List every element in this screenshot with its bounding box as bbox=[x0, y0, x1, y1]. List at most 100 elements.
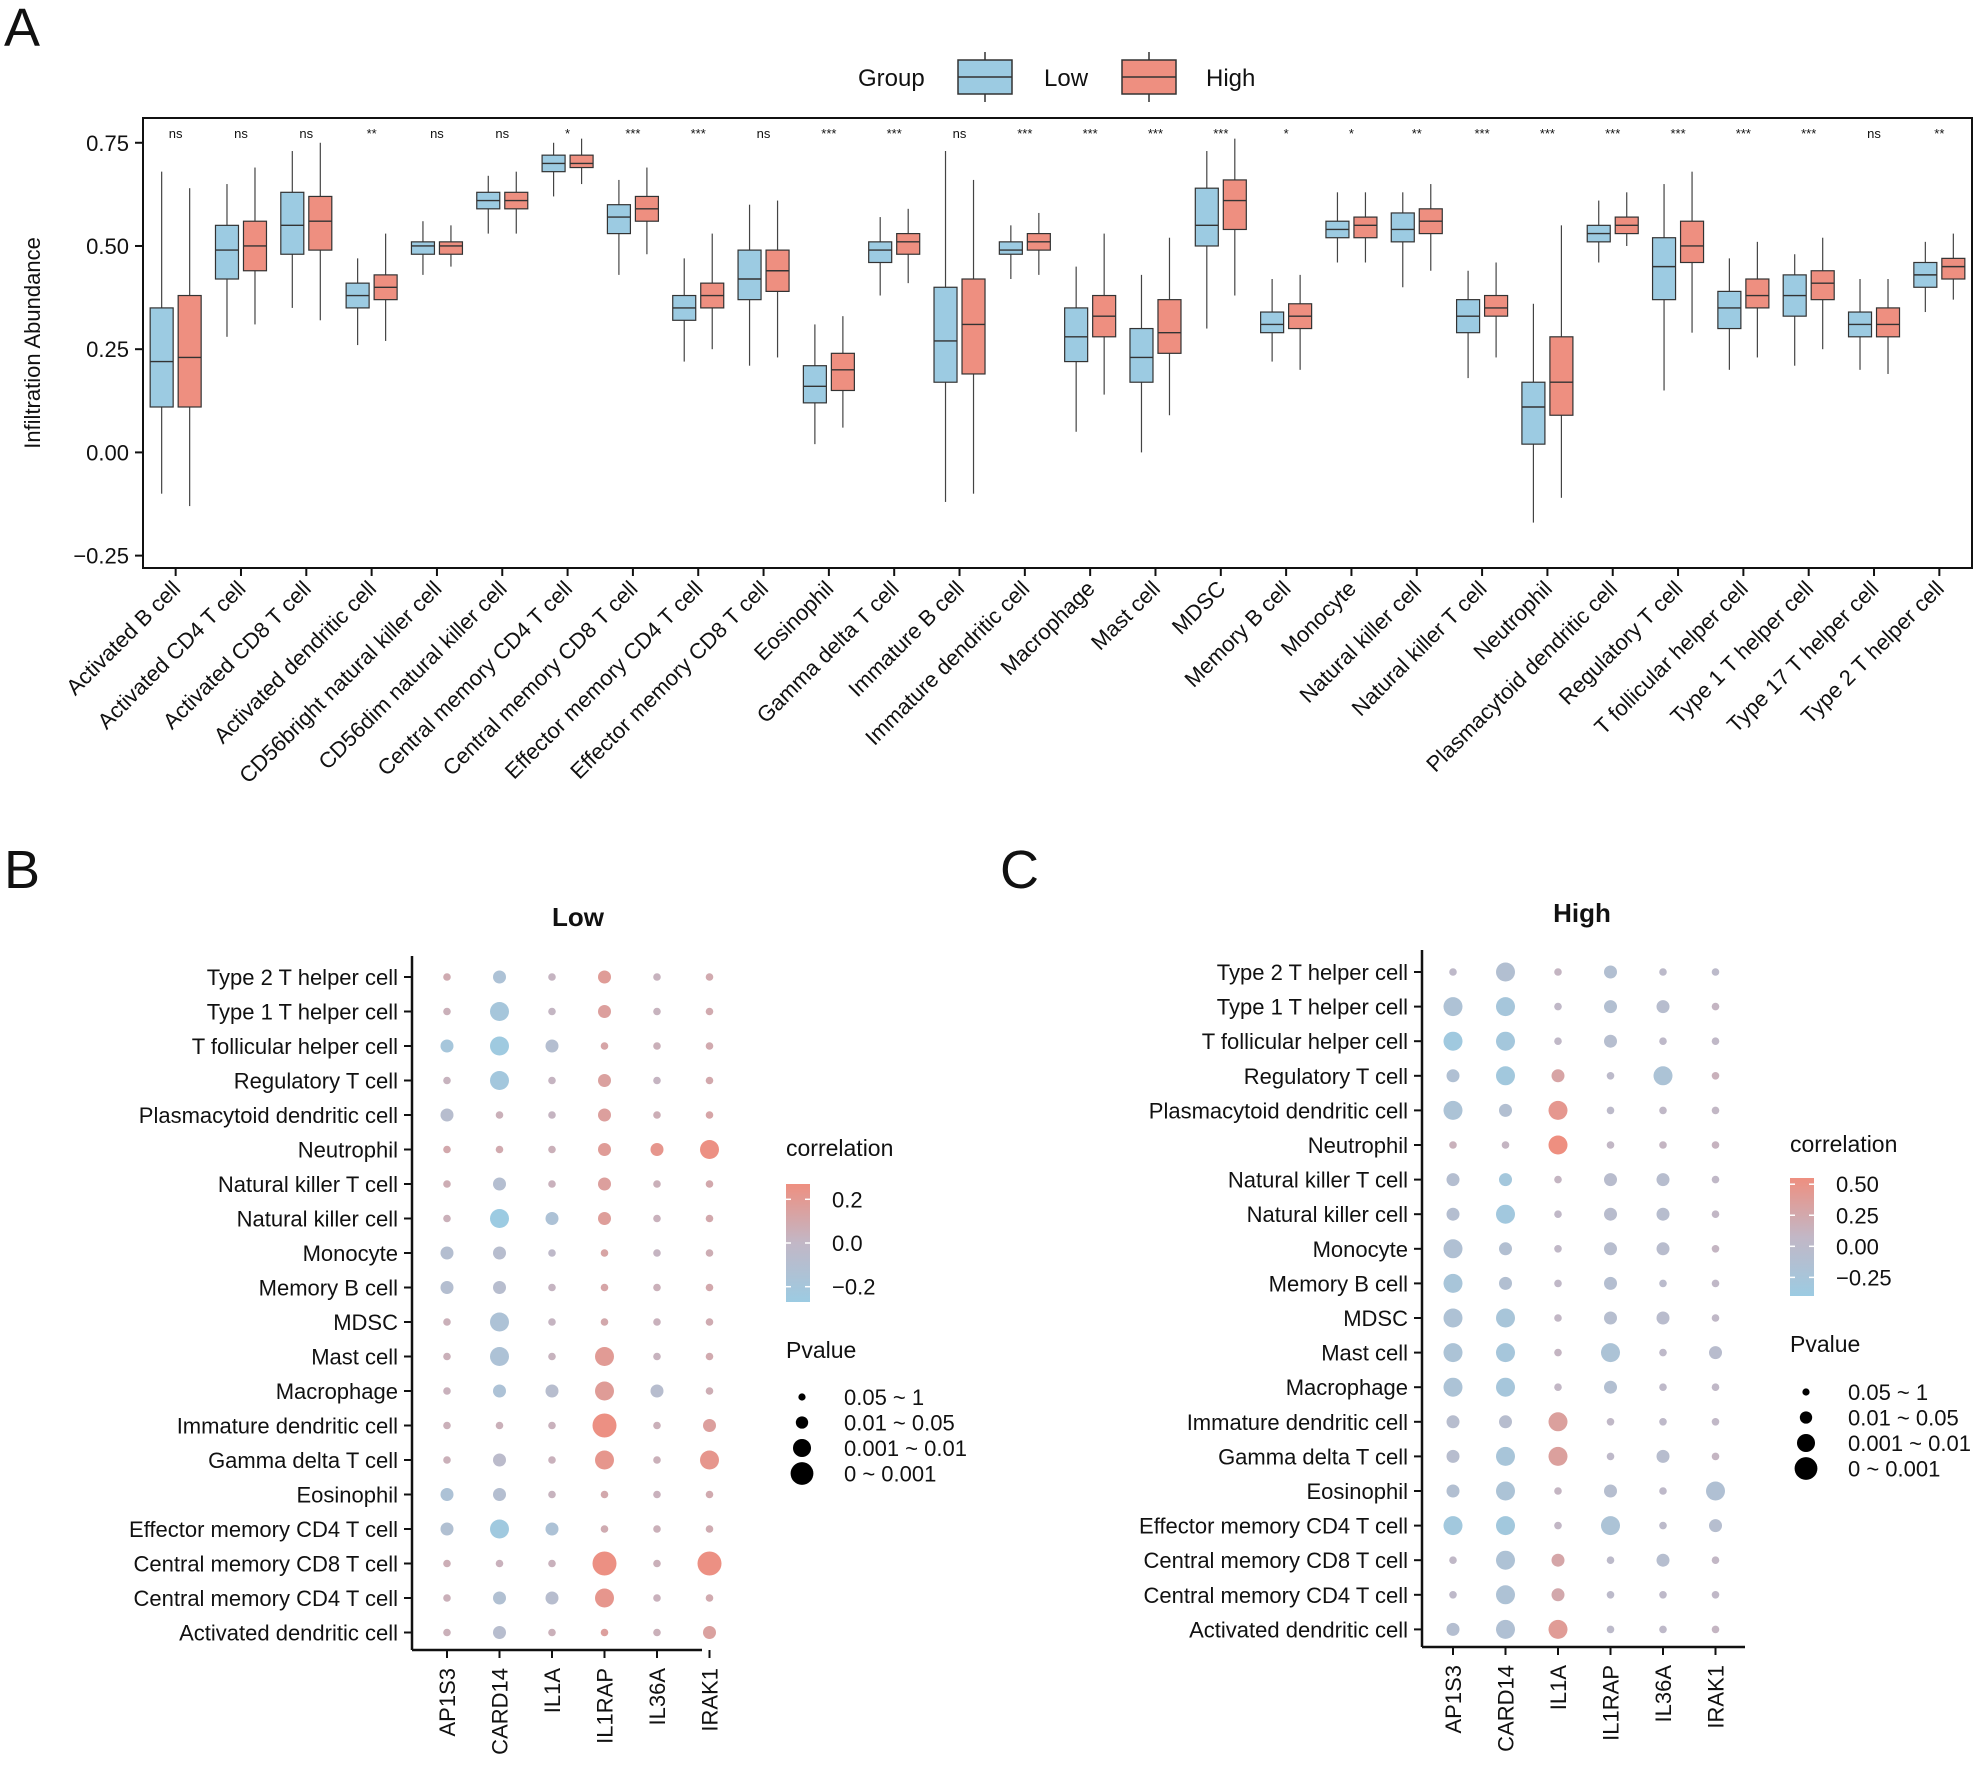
dot bbox=[653, 1559, 661, 1568]
row-label: Type 2 T helper cell bbox=[207, 965, 398, 990]
significance-label: ns bbox=[757, 126, 771, 141]
box-low bbox=[1521, 381, 1546, 445]
box-low bbox=[410, 241, 436, 255]
row-label: Monocyte bbox=[303, 1241, 398, 1266]
size-legend-label: 0.05 ~ 1 bbox=[1848, 1380, 1928, 1405]
dot bbox=[653, 1628, 661, 1637]
dot bbox=[592, 1551, 617, 1576]
row-label: Activated dendritic cell bbox=[1189, 1617, 1408, 1642]
row-label: Activated dendritic cell bbox=[179, 1621, 398, 1646]
panel-label-c: C bbox=[1000, 840, 1039, 900]
dot bbox=[1656, 1242, 1670, 1256]
dot bbox=[1711, 1279, 1720, 1288]
dot bbox=[1711, 1175, 1720, 1184]
row-label: Macrophage bbox=[276, 1379, 398, 1404]
dot bbox=[1554, 1487, 1562, 1495]
dot bbox=[1551, 1588, 1565, 1602]
dot bbox=[653, 1007, 661, 1016]
significance-label: *** bbox=[1540, 126, 1555, 141]
color-bar-ticks: 0.2 0.0 −0.2 bbox=[786, 1187, 875, 1300]
dot bbox=[1496, 1308, 1515, 1328]
color-bar bbox=[1790, 1178, 1814, 1296]
dot bbox=[705, 1111, 714, 1119]
row-label: MDSC bbox=[333, 1310, 398, 1335]
dot bbox=[443, 1594, 451, 1602]
dot bbox=[1711, 1245, 1720, 1253]
box-low bbox=[933, 286, 958, 383]
column-label: CARD14 bbox=[1494, 1665, 1519, 1752]
dot bbox=[595, 1588, 614, 1608]
row-label: Natural killer cell bbox=[1247, 1202, 1408, 1227]
dot bbox=[443, 1628, 451, 1637]
dot bbox=[495, 1111, 504, 1119]
dot bbox=[1604, 1276, 1617, 1290]
dot bbox=[1443, 1343, 1463, 1363]
box-high bbox=[308, 195, 333, 251]
significance-label: *** bbox=[1474, 126, 1489, 141]
dot bbox=[1659, 1418, 1667, 1426]
dot bbox=[1449, 1141, 1457, 1149]
dot bbox=[493, 1488, 506, 1501]
row-label: Type 2 T helper cell bbox=[1217, 960, 1408, 985]
dot-grid: Type 2 T helper cell Type 1 T helper cell… bbox=[1139, 950, 1745, 1752]
dot bbox=[1443, 1100, 1463, 1120]
dot bbox=[443, 973, 451, 981]
row-label: Neutrophil bbox=[1308, 1133, 1408, 1158]
significance-label: ns bbox=[234, 126, 248, 141]
column-label: IRAK1 bbox=[1704, 1665, 1729, 1729]
dot bbox=[1601, 1516, 1620, 1536]
column-label: IL1RAP bbox=[1599, 1665, 1624, 1741]
row-label: Central memory CD8 T cell bbox=[134, 1552, 398, 1577]
row-label: Central memory CD8 T cell bbox=[1144, 1548, 1408, 1573]
box-high bbox=[1745, 278, 1770, 309]
column-label: IL36A bbox=[1651, 1665, 1676, 1723]
column-label: AP1S3 bbox=[435, 1668, 460, 1737]
dot bbox=[700, 1450, 719, 1470]
dot bbox=[548, 1628, 556, 1637]
significance-label: * bbox=[565, 126, 570, 141]
dot bbox=[1446, 1173, 1460, 1187]
row-label: Plasmacytoid dendritic cell bbox=[139, 1103, 398, 1128]
size-legend: 0.05 ~ 10.01 ~ 0.050.001 ~ 0.010 ~ 0.001 bbox=[790, 1385, 967, 1487]
dot bbox=[548, 1456, 556, 1464]
dot bbox=[1551, 1069, 1565, 1083]
dot bbox=[705, 1007, 714, 1016]
dot bbox=[443, 1421, 451, 1430]
dot bbox=[705, 1283, 714, 1292]
dot bbox=[443, 1318, 451, 1326]
dot bbox=[1606, 1591, 1615, 1599]
dot bbox=[1659, 1487, 1667, 1495]
row-label: Immature dendritic cell bbox=[1187, 1410, 1408, 1435]
dot bbox=[705, 973, 714, 981]
dot bbox=[440, 1108, 454, 1122]
dot bbox=[705, 1594, 714, 1602]
box-low bbox=[1129, 327, 1154, 383]
dot bbox=[1604, 1173, 1617, 1187]
dot bbox=[1711, 1452, 1720, 1461]
significance-label: ** bbox=[367, 126, 377, 141]
box-low bbox=[1390, 212, 1415, 243]
row-label: Central memory CD4 T cell bbox=[1144, 1583, 1408, 1608]
dot bbox=[600, 1628, 609, 1637]
color-legend-title: correlation bbox=[786, 1135, 893, 1161]
significance-label: *** bbox=[1801, 126, 1816, 141]
box-high bbox=[1810, 270, 1835, 301]
dot bbox=[1554, 1002, 1562, 1011]
significance-label: *** bbox=[1017, 126, 1032, 141]
panel-a-boxplot: Group Low High Infiltration Abundance −0… bbox=[20, 52, 1973, 788]
dot bbox=[600, 1283, 609, 1292]
dot bbox=[1659, 1521, 1667, 1530]
row-label: Natural killer T cell bbox=[218, 1172, 398, 1197]
dot bbox=[1548, 1412, 1568, 1432]
row-label: Immature dendritic cell bbox=[177, 1414, 398, 1439]
dot bbox=[653, 1249, 661, 1257]
column-label: IL1A bbox=[540, 1668, 565, 1714]
dot bbox=[1449, 968, 1457, 976]
row-label: Macrophage bbox=[1286, 1375, 1408, 1400]
significance-label: ** bbox=[1412, 126, 1422, 141]
dot bbox=[443, 1387, 451, 1395]
y-tick-label: 0.00 bbox=[86, 440, 129, 465]
box-high bbox=[1875, 307, 1901, 338]
dot bbox=[493, 970, 506, 984]
